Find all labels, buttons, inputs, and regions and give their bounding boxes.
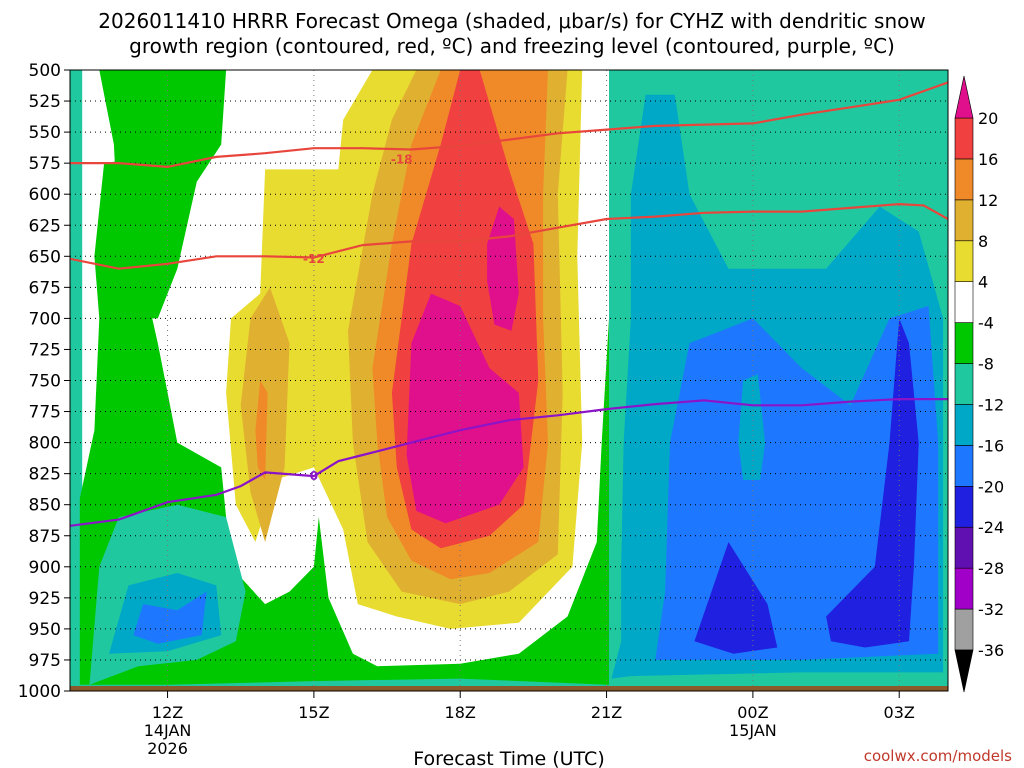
watermark: coolwx.com/models xyxy=(864,747,1012,765)
colorbar-bin-1 xyxy=(954,567,974,610)
colorbar-label-1: -32 xyxy=(978,600,1004,619)
colorbar-label-11: 12 xyxy=(978,191,998,210)
y-tick-label-975: 975 xyxy=(29,651,61,671)
contour-labels: -18 -12 0 xyxy=(303,152,413,483)
y-tick-label-600: 600 xyxy=(29,185,61,205)
x-axis-label: Forecast Time (UTC) xyxy=(413,748,604,768)
colorbar-bin-10 xyxy=(954,199,974,242)
colorbar: -36 -32 -28 -24 -20 -16 -12 -8 -4 4 8 12 16 20 xyxy=(954,75,1004,693)
x-tick-label-12-0: 12Z xyxy=(152,703,183,722)
y-tick-label-550: 550 xyxy=(29,123,61,143)
omega-region-6 xyxy=(133,591,207,644)
x-tick-label-24-0: 00Z xyxy=(737,703,768,722)
x-tick-label-12-2: 2026 xyxy=(147,739,188,758)
colorbar-bin-8 xyxy=(954,281,974,323)
colorbar-bin-9 xyxy=(954,240,974,282)
colorbar-bottom-triangle xyxy=(954,649,974,693)
title-line-1: 2026011410 HRRR Forecast Omega (shaded, … xyxy=(98,9,925,33)
dendritic-contour-1-line xyxy=(70,202,948,270)
colorbar-label-7: -8 xyxy=(978,355,994,374)
colorbar-bin-7 xyxy=(954,322,974,364)
omega-region-13 xyxy=(406,293,524,524)
colorbar-label-12: 16 xyxy=(978,150,998,169)
y-tick-label-650: 650 xyxy=(29,247,61,267)
y-tick-label-525: 525 xyxy=(29,92,61,112)
y-tick-label-1000: 1000 xyxy=(18,682,61,702)
x-tick-label-18-0: 18Z xyxy=(445,703,476,722)
colorbar-label-0: -36 xyxy=(978,641,1004,660)
colorbar-label-10: 8 xyxy=(978,232,988,251)
y-tick-label-800: 800 xyxy=(29,434,61,454)
colorbar-label-2: -28 xyxy=(978,559,1004,578)
y-tick-label-625: 625 xyxy=(29,216,61,236)
colorbar-bin-11 xyxy=(954,158,974,201)
dendritic-contour-1-label: -12 xyxy=(303,252,325,266)
omega-region-10 xyxy=(255,380,268,480)
colorbar-bin-6 xyxy=(954,363,974,405)
omega-shading xyxy=(70,70,948,691)
y-tick-label-900: 900 xyxy=(29,558,61,578)
colorbar-label-5: -16 xyxy=(978,436,1004,455)
y-axis: 500 525 550 575 600 625 650 675 700 725 750 775 800 8… xyxy=(18,61,70,702)
dendritic-contour-0-line xyxy=(70,81,948,169)
chart-title: 2026011410 HRRR Forecast Omega (shaded, … xyxy=(98,9,925,58)
y-tick-label-575: 575 xyxy=(29,154,61,174)
colorbar-bin-12 xyxy=(954,117,974,160)
y-tick-label-775: 775 xyxy=(29,403,61,423)
x-tick-label-24-1: 15JAN xyxy=(729,721,777,740)
y-tick-label-700: 700 xyxy=(29,309,61,329)
colorbar-label-8: -4 xyxy=(978,314,994,333)
colorbar-bin-4 xyxy=(954,445,974,487)
y-tick-label-675: 675 xyxy=(29,278,61,298)
omega-region-20 xyxy=(826,318,919,648)
grid-lines xyxy=(70,70,948,691)
plot-area xyxy=(70,70,948,691)
y-tick-label-875: 875 xyxy=(29,527,61,547)
omega-region-18 xyxy=(738,374,766,480)
colorbar-label-13: 20 xyxy=(978,109,998,128)
x-tick-label-21-0: 21Z xyxy=(591,703,622,722)
colorbar-label-9: 4 xyxy=(978,273,988,292)
y-tick-label-825: 825 xyxy=(29,465,61,485)
title-line-2: growth region (contoured, red, ºC) and f… xyxy=(129,34,895,58)
y-tick-label-750: 750 xyxy=(29,372,61,392)
contour-lines xyxy=(70,81,948,527)
x-tick-label-27-0: 03Z xyxy=(884,703,915,722)
dendritic-contour-0-label: -18 xyxy=(391,152,413,166)
freezing-level-contour-label: 0 xyxy=(310,469,318,483)
x-tick-label-12-1: 14JAN xyxy=(144,721,192,740)
y-tick-label-850: 850 xyxy=(29,496,61,516)
colorbar-bin-0 xyxy=(954,608,974,651)
colorbar-label-6: -12 xyxy=(978,395,1004,414)
x-tick-label-15-0: 15Z xyxy=(298,703,329,722)
colorbar-label-4: -20 xyxy=(978,477,1004,496)
y-tick-label-725: 725 xyxy=(29,340,61,360)
colorbar-bin-2 xyxy=(954,526,974,569)
y-tick-label-925: 925 xyxy=(29,589,61,609)
colorbar-bin-3 xyxy=(954,486,974,528)
colorbar-top-triangle xyxy=(954,75,974,119)
y-tick-label-500: 500 xyxy=(29,61,61,81)
colorbar-bin-5 xyxy=(954,404,974,446)
colorbar-label-3: -24 xyxy=(978,518,1004,537)
y-tick-label-950: 950 xyxy=(29,620,61,640)
surface-strip xyxy=(70,686,948,691)
freezing-level-contour-line xyxy=(70,398,948,527)
